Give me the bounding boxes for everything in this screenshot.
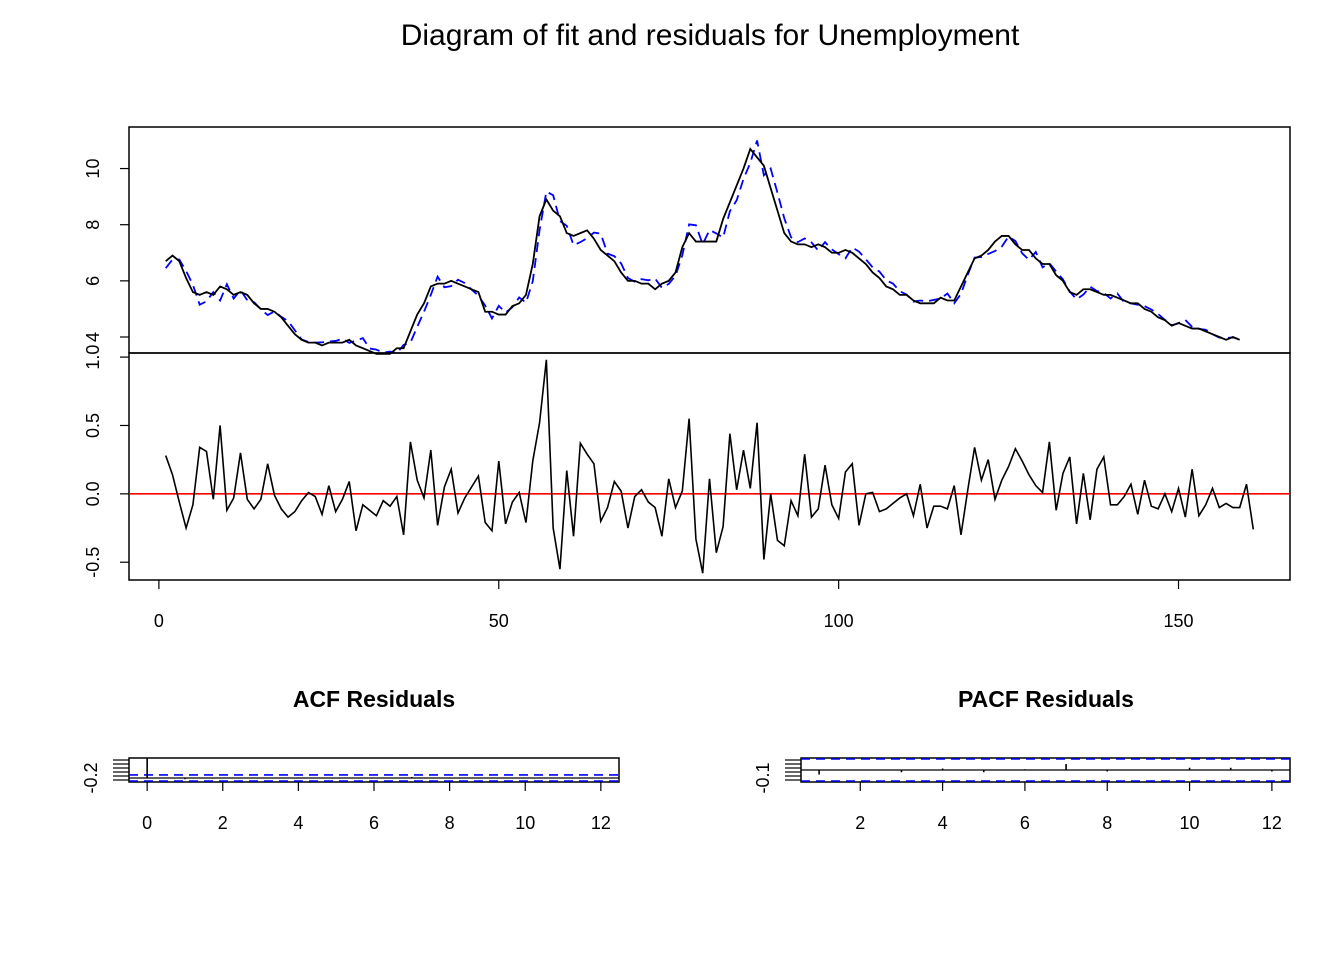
residuals-y-tick-label: -0.5 xyxy=(83,547,103,578)
pacf-title: PACF Residuals xyxy=(958,686,1134,712)
acf-x-tick-label: 0 xyxy=(142,813,152,833)
acf-y-tick-label: -0.2 xyxy=(81,762,101,793)
pacf-y-tick-label: -0.1 xyxy=(753,762,773,793)
actual-series-line xyxy=(165,147,1241,355)
residuals-panel: -0.5 0.0 0.5 1.0 0 50 100 150 xyxy=(83,345,1291,631)
acf-x-tick-label: 8 xyxy=(445,813,455,833)
pacf-x-tick-label: 12 xyxy=(1262,813,1282,833)
pacf-x-tick-label: 4 xyxy=(938,813,948,833)
residuals-x-tick-label: 100 xyxy=(824,611,854,631)
acf-x-tick-label: 6 xyxy=(369,813,379,833)
residuals-plot-frame xyxy=(128,352,1291,581)
fit-y-tick-label: 10 xyxy=(83,159,103,179)
acf-x-tick-label: 12 xyxy=(591,813,611,833)
residuals-y-tick-label: 0.5 xyxy=(83,413,103,438)
acf-title: ACF Residuals xyxy=(293,686,455,712)
residuals-y-tick-label: 0.0 xyxy=(83,481,103,506)
acf-x-tick-label: 10 xyxy=(515,813,535,833)
pacf-x-tick-label: 2 xyxy=(855,813,865,833)
figure-title: Diagram of fit and residuals for Unemplo… xyxy=(401,19,1020,52)
residuals-x-tick-label: 150 xyxy=(1163,611,1193,631)
fit-y-tick-label: 8 xyxy=(83,220,103,230)
acf-x-tick-label: 4 xyxy=(293,813,303,833)
pacf-x-tick-label: 6 xyxy=(1020,813,1030,833)
residuals-series-line xyxy=(164,359,1255,574)
pacf-x-tick-label: 10 xyxy=(1180,813,1200,833)
residuals-x-tick-label: 0 xyxy=(154,611,164,631)
fit-y-tick-label: 4 xyxy=(83,332,103,342)
acf-x-tick-label: 2 xyxy=(218,813,228,833)
acf-panel: -0.2 0 2 4 6 8 10 12 xyxy=(81,757,620,833)
residuals-y-tick-label: 1.0 xyxy=(83,345,103,370)
pacf-x-tick-label: 8 xyxy=(1102,813,1112,833)
residuals-x-tick-label: 50 xyxy=(489,611,509,631)
fitted-series-line xyxy=(165,140,1240,355)
pacf-panel: -0.1 2 4 6 8 10 12 xyxy=(753,757,1291,833)
fit-y-tick-label: 6 xyxy=(83,276,103,286)
